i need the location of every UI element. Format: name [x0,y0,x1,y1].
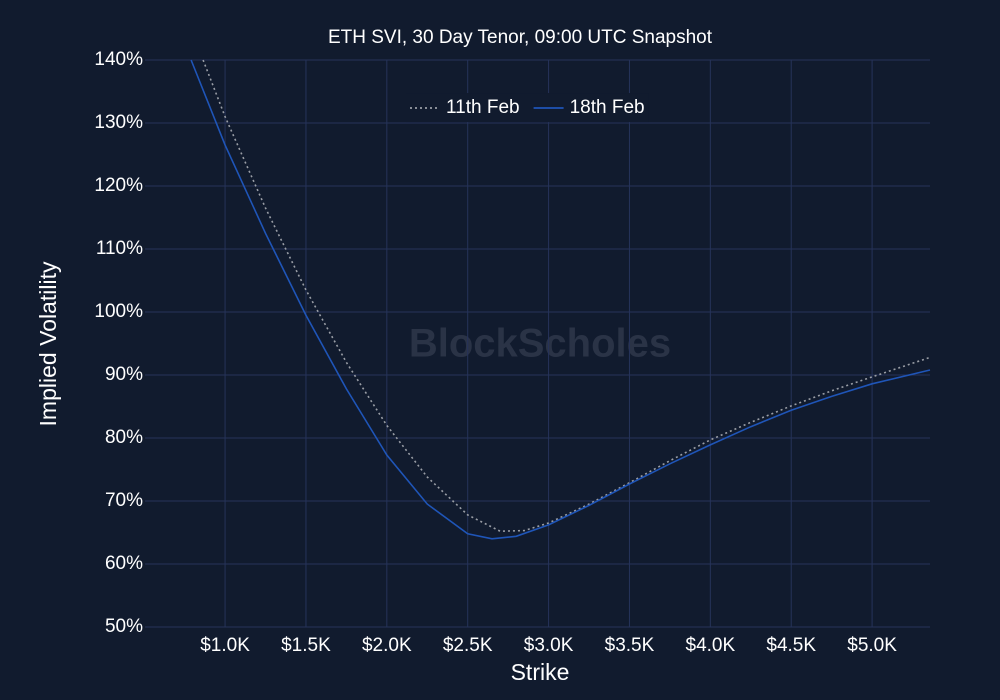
x-tick-label: $2.0K [362,635,412,656]
y-axis-label: Implied Volatility [35,261,61,426]
legend-label: 18th Feb [570,97,645,118]
legend: 11th Feb 18th Feb [406,93,649,123]
series-line [202,59,931,533]
x-tick-label: $3.0K [524,635,574,656]
legend-background [406,93,649,123]
x-tick-label: $3.5K [605,635,655,656]
y-tick-label: 100% [94,301,143,322]
x-tick-label: $5.0K [847,635,897,656]
y-tick-label: 110% [96,238,143,259]
y-tick-label: 130% [94,112,143,133]
y-tick-label: 80% [105,427,143,448]
x-tick-label: $4.5K [766,635,816,656]
y-tick-label: 50% [105,616,143,637]
watermark: BlockScholes [409,322,671,366]
y-tick-label: 140% [94,49,143,70]
x-tick-label: $4.0K [686,635,736,656]
x-tick-label: $1.0K [200,635,250,656]
y-tick-label: 60% [105,553,143,574]
y-tick-label: 70% [105,490,143,511]
x-tick-label: $1.5K [281,635,331,656]
y-tick-label: 90% [105,364,143,385]
x-tick-label: $2.5K [443,635,493,656]
series-line [190,59,931,540]
y-tick-label: 120% [94,175,143,196]
chart-title: ETH SVI, 30 Day Tenor, 09:00 UTC Snapsho… [328,27,713,48]
x-axis-label: Strike [511,659,570,685]
legend-label: 11th Feb [446,97,520,118]
